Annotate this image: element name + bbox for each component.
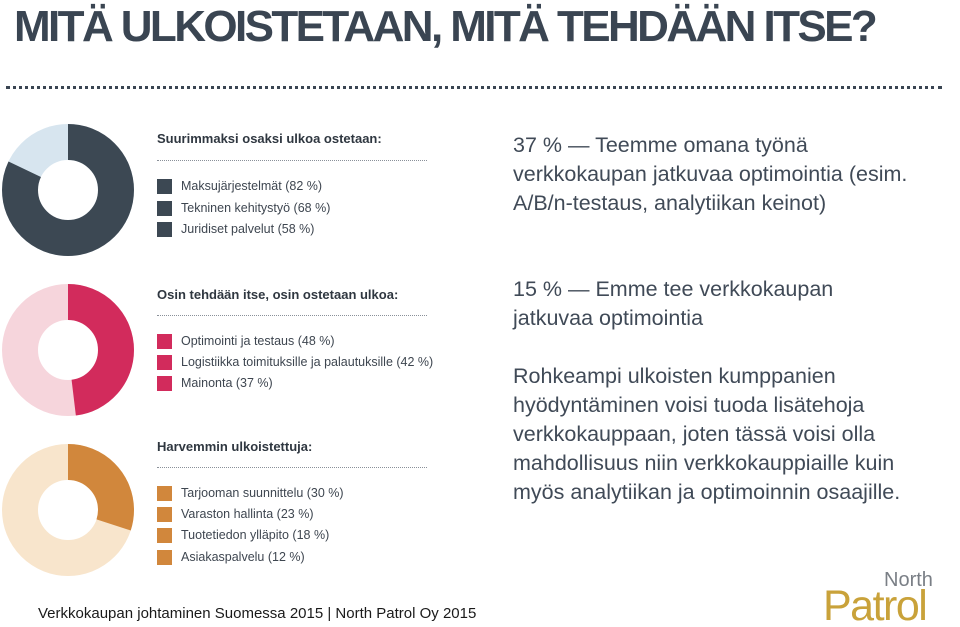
legend-item: Juridiset palvelut (58 %) <box>157 221 314 237</box>
section-divider <box>157 315 427 316</box>
section-divider <box>157 467 427 468</box>
legend-item: Tuotetiedon ylläpito (18 %) <box>157 527 329 543</box>
legend-swatch <box>157 375 172 391</box>
legend-item: Optimointi ja testaus (48 %) <box>157 333 335 349</box>
finding-37-percent: 37 % — Teemme omana työnä verkkokaupan j… <box>513 133 908 215</box>
logo-north-text: North <box>884 569 933 591</box>
legend-swatch <box>157 333 172 349</box>
legend-label: Tuotetiedon ylläpito (18 %) <box>181 528 330 542</box>
finding-15-percent: 15 % — Emme tee verkkokaupan jatkuvaa op… <box>513 277 834 330</box>
title-divider <box>6 86 942 89</box>
legend-item: Mainonta (37 %) <box>157 375 273 391</box>
slide-footer: Verkkokaupan johtaminen Suomessa 2015 | … <box>38 605 477 622</box>
north-patrol-logo: North Patrol <box>823 569 933 624</box>
legend-swatch <box>157 200 172 216</box>
donut-value-arc <box>2 284 134 416</box>
logo-patrol-text: Patrol <box>823 582 926 624</box>
legend-label: Varaston hallinta (23 %) <box>181 507 314 521</box>
legend-item: Maksujärjestelmät (82 %) <box>157 178 322 194</box>
legend-swatch <box>157 354 172 370</box>
legend-label: Asiakaspalvelu (12 %) <box>181 550 305 564</box>
section-divider <box>157 160 427 161</box>
legend-label: Juridiset palvelut (58 %) <box>181 222 315 236</box>
legend-swatch <box>157 506 172 522</box>
slide-title: MITÄ ULKOISTETAAN, MITÄ TEHDÄÄN ITSE? <box>14 2 878 51</box>
legend-item: Logistiikka toimituksille ja palautuksil… <box>157 354 433 370</box>
donut-chart-partly <box>2 284 134 416</box>
donut-chart-bought <box>2 124 134 256</box>
section-heading-partly: Osin tehdään itse, osin ostetaan ulkoa: <box>157 287 399 302</box>
legend-item: Asiakaspalvelu (12 %) <box>157 549 305 565</box>
legend-label: Logistiikka toimituksille ja palautuksil… <box>181 355 434 369</box>
section-heading-rarely: Harvemmin ulkoistettuja: <box>157 439 313 454</box>
legend-item: Varaston hallinta (23 %) <box>157 506 313 522</box>
conclusion-text: Rohkeampi ulkoisten kumppanien hyödyntäm… <box>513 364 901 504</box>
section-heading-bought: Suurimmaksi osaksi ulkoa ostetaan: <box>157 131 382 146</box>
legend-label: Tekninen kehitystyö (68 %) <box>181 201 331 215</box>
legend-swatch <box>157 549 172 565</box>
legend-label: Mainonta (37 %) <box>181 376 273 390</box>
legend-label: Optimointi ja testaus (48 %) <box>181 334 335 348</box>
legend-swatch <box>157 485 172 501</box>
donut-chart-rarely <box>2 444 134 576</box>
legend-swatch <box>157 527 172 543</box>
donut-value-arc <box>2 124 134 256</box>
legend-label: Tarjooman suunnittelu (30 %) <box>181 486 344 500</box>
legend-item: Tekninen kehitystyö (68 %) <box>157 200 330 216</box>
legend-item: Tarjooman suunnittelu (30 %) <box>157 485 344 501</box>
legend-swatch <box>157 221 172 237</box>
donut-value-arc <box>2 444 134 576</box>
legend-label: Maksujärjestelmät (82 %) <box>181 179 323 193</box>
legend-swatch <box>157 178 172 194</box>
